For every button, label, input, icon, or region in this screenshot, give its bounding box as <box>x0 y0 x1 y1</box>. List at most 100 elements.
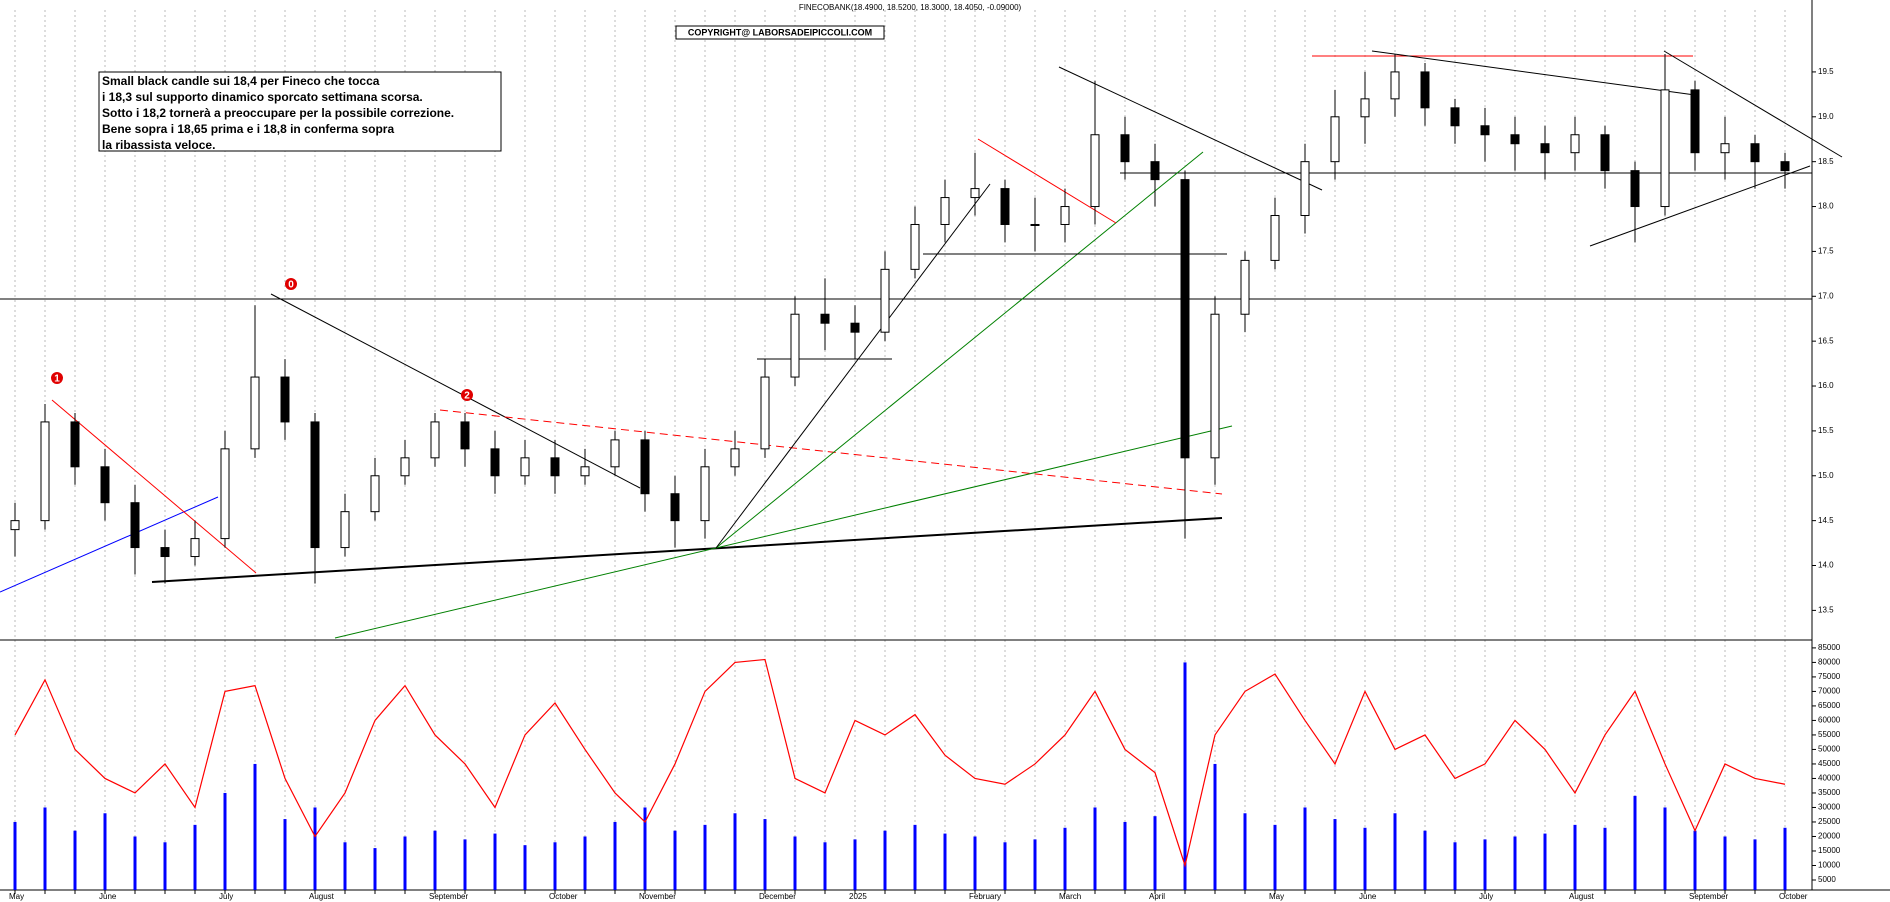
volume-bar <box>1123 821 1127 890</box>
candle-body <box>1000 188 1010 225</box>
candle-body <box>1360 98 1370 118</box>
candle-body <box>1330 116 1340 163</box>
x-tick-label: October <box>549 892 578 901</box>
wave-marker <box>461 389 473 401</box>
y-tick-label: 75000 <box>1818 672 1841 681</box>
volume-bar <box>1483 839 1487 890</box>
volume-bar <box>853 839 857 890</box>
trendline <box>977 138 1117 224</box>
trendline <box>715 183 991 549</box>
x-tick-label: February <box>969 892 1001 901</box>
y-tick-label: 60000 <box>1818 716 1841 725</box>
volume-bar <box>793 836 797 890</box>
volume-bar <box>1543 833 1547 890</box>
volume-bar <box>1693 830 1697 890</box>
volume-bar <box>73 830 77 890</box>
wave-marker <box>51 372 63 384</box>
volume-bar <box>1753 839 1757 890</box>
y-tick-label: 25000 <box>1818 817 1841 826</box>
volume-bar <box>163 842 167 890</box>
candle-body <box>280 376 290 423</box>
candle-body <box>1150 161 1160 181</box>
y-tick-label: 16.5 <box>1818 336 1834 345</box>
candle-body <box>790 313 800 378</box>
candle-body <box>340 511 350 549</box>
candle-body <box>70 421 80 468</box>
candle-body <box>1570 134 1580 154</box>
oscillator-line <box>14 658 1786 868</box>
candle-body <box>580 466 590 477</box>
volume-bar <box>943 833 947 890</box>
y-tick-label: 80000 <box>1818 658 1841 667</box>
candle-body <box>220 448 230 540</box>
candle-body <box>640 439 650 495</box>
y-tick-label: 10000 <box>1818 861 1841 870</box>
volume-bar <box>1333 819 1337 890</box>
candle-body <box>400 457 410 477</box>
candle-body <box>730 448 740 468</box>
volume-bar <box>223 792 227 890</box>
y-tick-label: 15.5 <box>1818 426 1834 435</box>
copyright-box <box>675 25 885 40</box>
candle-body <box>160 547 170 558</box>
x-tick-label: June <box>1359 892 1377 901</box>
candle-body <box>1480 125 1490 136</box>
copyright: COPYRIGHT@ LABORSADEIPICCOLI.COM <box>688 27 872 37</box>
volume-bar <box>673 830 677 890</box>
y-tick-label: 40000 <box>1818 774 1841 783</box>
candle-body <box>1660 89 1670 208</box>
y-tick-label: 17.5 <box>1818 247 1834 256</box>
candle-body <box>1600 134 1610 172</box>
volume-bar <box>1453 842 1457 890</box>
volume-bar <box>493 833 497 890</box>
y-tick-label: 19.0 <box>1818 112 1834 121</box>
volume-bar <box>133 836 137 890</box>
x-tick-label: May <box>9 892 24 901</box>
y-tick-label: 18.5 <box>1818 157 1834 166</box>
candle-body <box>1210 313 1220 459</box>
y-tick-label: 20000 <box>1818 832 1841 841</box>
candle-body <box>1120 134 1130 163</box>
volume-bar <box>433 830 437 890</box>
candle-body <box>1420 71 1430 109</box>
volume-bar <box>43 807 47 890</box>
candle-body <box>670 493 680 522</box>
candle-body <box>1690 89 1700 154</box>
volume-bar <box>1303 807 1307 890</box>
volume-bar <box>1213 763 1217 890</box>
volume-bar <box>523 845 527 890</box>
trendline <box>439 409 1223 495</box>
volume-bar <box>1573 824 1577 890</box>
candle-body <box>610 439 620 468</box>
volume-bar <box>1093 807 1097 890</box>
candle-body <box>1060 206 1070 225</box>
y-tick-label: 35000 <box>1818 788 1841 797</box>
candle-body <box>430 421 440 459</box>
candle-body <box>130 502 140 549</box>
x-tick-label: April <box>1149 892 1165 901</box>
volume-bar <box>733 813 737 890</box>
volume-bar <box>313 807 317 890</box>
volume-bar <box>403 836 407 890</box>
candle-body <box>880 268 890 333</box>
x-tick-label: September <box>429 892 468 901</box>
volume-bar <box>583 836 587 890</box>
y-tick-label: 18.0 <box>1818 202 1834 211</box>
volume-bar <box>1513 836 1517 890</box>
candle-body <box>550 457 560 477</box>
volume-bar <box>883 830 887 890</box>
volume-bar <box>1393 813 1397 890</box>
x-tick-label: July <box>219 892 233 901</box>
trendline <box>1589 165 1811 247</box>
chart-title: FINECOBANK(18.4900, 18.5200, 18.3000, 18… <box>799 3 1022 12</box>
y-tick-label: 85000 <box>1818 643 1841 652</box>
candle-body <box>1240 259 1250 315</box>
y-tick-label: 17.0 <box>1818 291 1834 300</box>
wave-label: 2 <box>464 391 470 402</box>
candle-body <box>940 197 950 225</box>
volume-bar <box>1603 827 1607 890</box>
wave-marker <box>285 278 297 290</box>
candle-body <box>1510 134 1520 145</box>
y-tick-label: 50000 <box>1818 745 1841 754</box>
